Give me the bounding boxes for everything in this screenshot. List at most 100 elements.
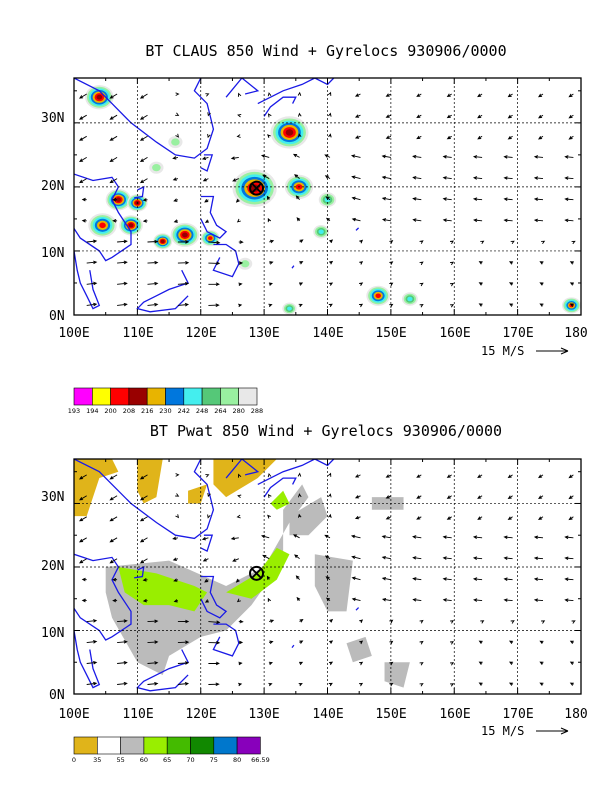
coastline-segment (263, 477, 297, 498)
colorbar-swatch (146, 387, 166, 406)
wind-arrow (237, 113, 242, 118)
pwat-panel: BT Pwat 850 Wind + Gyrelocs 930906/0000 … (41, 422, 588, 764)
wind-arrow (86, 639, 98, 644)
wind-arrow (472, 556, 483, 560)
colorbar-swatch (166, 736, 191, 755)
wind-arrow (79, 516, 87, 522)
wind-arrow (267, 134, 271, 139)
colorbar-tick-label: 194 (86, 407, 98, 415)
wind-arrow (205, 474, 210, 478)
wind-arrow (177, 260, 190, 265)
coastline-segment (200, 575, 228, 619)
cloud-cell (375, 293, 381, 299)
wind-arrow (568, 495, 574, 500)
wind-arrow (533, 598, 544, 602)
wind-arrow (297, 112, 302, 117)
wind-arrow (81, 577, 87, 582)
x-tick-label: 120E (185, 326, 216, 341)
coastline-segment (225, 78, 260, 98)
colorbar-swatch (183, 387, 203, 406)
wind-arrow (207, 133, 211, 139)
wind-arrow (147, 302, 159, 307)
wind-arrow (235, 578, 240, 583)
wind-arrow (230, 536, 239, 541)
wind-arrow (419, 683, 424, 687)
wind-arrow (327, 91, 332, 96)
colorbar-swatch (73, 736, 98, 755)
wind-arrow (295, 195, 300, 200)
coastline-segment (355, 607, 360, 611)
wind-arrow (292, 534, 300, 539)
wind-arrow (541, 240, 546, 245)
wind-arrow (268, 682, 273, 687)
pwat-region (118, 566, 208, 612)
wind-arrow (86, 239, 98, 244)
wind-arrow (329, 260, 334, 265)
claus-cloud-field (85, 85, 581, 315)
wind-arrow (147, 681, 159, 686)
wind-arrow (175, 92, 180, 96)
wind-arrow (507, 135, 513, 140)
wind-arrow (446, 93, 452, 98)
wind-arrow (269, 239, 275, 244)
y-tick-label: 0N (49, 688, 65, 703)
x-tick-label: 180 (564, 707, 587, 722)
coastline-segment (257, 459, 335, 485)
wind-arrow (142, 198, 148, 202)
wind-arrow (269, 619, 275, 623)
colorbar-swatch (201, 387, 221, 406)
wind-arrow (508, 640, 514, 644)
wind-arrow (235, 198, 240, 203)
gyre-marker (249, 565, 265, 581)
pwat-region (74, 459, 119, 517)
wind-arrow (175, 493, 180, 497)
wind-arrow (172, 177, 179, 181)
wind-arrow (299, 618, 304, 623)
wind-arrow (503, 556, 513, 560)
wind-arrow (359, 261, 364, 265)
wind-arrow (350, 534, 361, 539)
wind-arrow (412, 556, 422, 560)
wind-arrow (419, 240, 424, 244)
wind-arrow (389, 282, 394, 287)
wind-arrow (79, 178, 87, 184)
wind-arrow (446, 516, 452, 520)
wind-arrow (385, 135, 392, 139)
wind-arrow (207, 492, 211, 498)
gyre-cross (251, 568, 262, 579)
coastline-segment (263, 96, 297, 117)
wind-arrow (79, 114, 87, 120)
wind-arrow (205, 93, 210, 97)
wind-arrow (385, 495, 392, 499)
wind-arrow (237, 303, 243, 308)
wind-arrow (109, 135, 118, 141)
wind-arrow (419, 619, 424, 624)
wind-arrow (208, 303, 220, 307)
wind-arrow (177, 281, 190, 286)
coastline-segment (74, 78, 215, 159)
wind-arrow (175, 133, 180, 138)
wind-arrow (354, 114, 361, 118)
x-tick-label: 140E (312, 326, 343, 341)
wind-arrow (569, 682, 574, 686)
wind-arrow (568, 93, 574, 98)
x-tick-label: 120E (185, 707, 216, 722)
wind-arrow (359, 239, 364, 244)
colorbar-tick-label: 60 (140, 756, 148, 764)
pwat-region (213, 459, 277, 498)
wind-arrow (412, 218, 422, 222)
wind-arrow (329, 618, 334, 623)
wind-arrow (292, 153, 300, 158)
wind-arrow (354, 495, 361, 499)
colorbar-swatch (236, 736, 261, 755)
wind-arrow (412, 598, 422, 602)
colorbar-tick-label: 80 (233, 756, 241, 764)
coastline-segment (257, 78, 335, 105)
wind-arrow (297, 493, 302, 498)
colorbar-tick-label: 193 (68, 407, 80, 415)
wind-arrow (325, 576, 331, 581)
wind-arrow (236, 598, 241, 603)
wind-arrow (175, 112, 180, 116)
wind-arrow (139, 537, 148, 543)
wind-arrow (478, 682, 483, 686)
